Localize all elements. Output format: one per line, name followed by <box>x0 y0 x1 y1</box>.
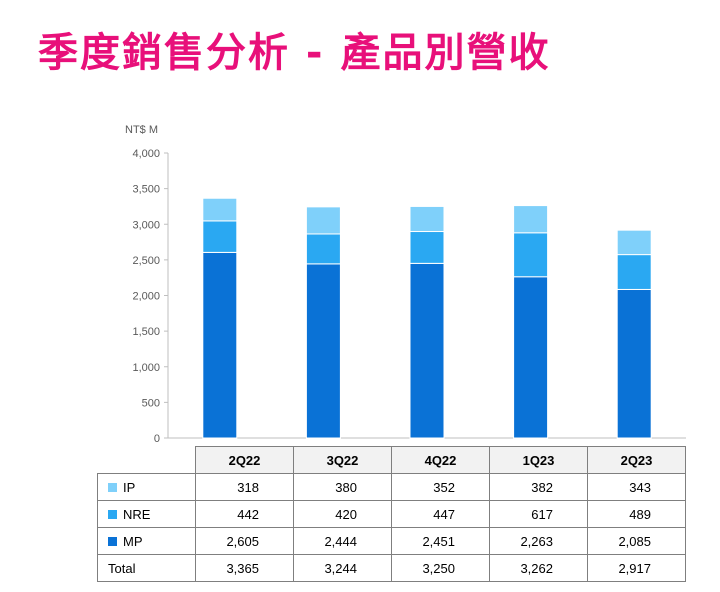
data-label: 3,365 <box>195 554 294 582</box>
table-row-mp: MP 2,605 2,444 2,451 2,263 2,085 <box>97 527 686 555</box>
data-label: 2,605 <box>195 527 294 555</box>
data-label: 489 <box>587 500 686 528</box>
bar-nre-4q22 <box>409 231 445 264</box>
column-header-1q23: 1Q23 <box>489 446 588 474</box>
data-label: 2,917 <box>587 554 686 582</box>
bar-nre-3q22 <box>305 233 341 265</box>
column-header-3q22: 3Q22 <box>293 446 392 474</box>
bar-nre-2q22 <box>202 220 238 253</box>
bar-nre-2q23 <box>616 254 652 290</box>
table-row-nre: NRE 442 420 447 617 489 <box>97 500 686 528</box>
legend-swatch <box>108 536 117 546</box>
data-label: 617 <box>489 500 588 528</box>
table-row-ip: IP 318 380 352 382 343 <box>97 473 686 501</box>
data-label: 352 <box>391 473 490 501</box>
row-label: NRE <box>97 500 196 528</box>
bar-ip-2q22 <box>202 197 238 222</box>
y-tick-label: 0 <box>154 433 160 445</box>
y-tick-label: 3,000 <box>132 219 160 231</box>
bar-ip-1q23 <box>513 205 549 234</box>
legend-label: Total <box>108 560 136 576</box>
bar-nre-1q23 <box>513 232 549 278</box>
bar-mp-4q22 <box>409 262 445 439</box>
column-header-2q23: 2Q23 <box>587 446 686 474</box>
y-tick-label: 4,000 <box>132 148 160 160</box>
column-header-4q22: 4Q22 <box>391 446 490 474</box>
table-row-total: Total 3,365 3,244 3,250 3,262 2,917 <box>97 554 686 582</box>
data-label: 2,451 <box>391 527 490 555</box>
data-label: 382 <box>489 473 588 501</box>
bar-mp-2q22 <box>202 251 238 439</box>
bar-mp-3q22 <box>305 263 341 439</box>
y-tick-label: 1,000 <box>132 362 160 374</box>
y-tick-label: 2,000 <box>132 291 160 303</box>
page-title: 季度銷售分析 - 產品別營收 <box>38 30 551 76</box>
data-label: 2,085 <box>587 527 686 555</box>
legend-label: NRE <box>123 506 151 522</box>
legend-label: IP <box>123 479 136 495</box>
data-label: 442 <box>195 500 294 528</box>
data-label: 3,262 <box>489 554 588 582</box>
legend-swatch <box>108 509 117 519</box>
bar-ip-4q22 <box>409 205 445 233</box>
data-label: 3,244 <box>293 554 392 582</box>
table-header-row: 2Q22 3Q22 4Q22 1Q23 2Q23 <box>97 446 686 474</box>
data-label: 2,263 <box>489 527 588 555</box>
data-label: 380 <box>293 473 392 501</box>
stacked-bar-chart: NT$ M 0 500 1,000 1,500 2,000 2,500 3,000 3,500 4… <box>125 124 686 445</box>
bar-ip-2q23 <box>616 229 652 256</box>
row-label: IP <box>97 473 196 501</box>
bar-ip-3q22 <box>305 206 341 235</box>
unit-label: NT$ M <box>125 124 158 136</box>
y-tick-label: 3,500 <box>132 184 160 196</box>
y-tick-label: 500 <box>142 397 160 409</box>
table-corner-cell <box>97 446 196 474</box>
legend-swatch <box>108 482 117 492</box>
row-label: Total <box>97 554 196 582</box>
column-header-2q22: 2Q22 <box>195 446 294 474</box>
row-label: MP <box>97 527 196 555</box>
y-tick-label: 2,500 <box>132 255 160 267</box>
legend-label: MP <box>123 533 143 549</box>
data-label: 318 <box>195 473 294 501</box>
bar-mp-1q23 <box>513 276 549 439</box>
data-table: 2Q22 3Q22 4Q22 1Q23 2Q23 IP 318 380 352 382 343 NR… <box>97 446 686 582</box>
bar-mp-2q23 <box>616 288 652 439</box>
data-label: 3,250 <box>391 554 490 582</box>
data-label: 420 <box>293 500 392 528</box>
data-label: 447 <box>391 500 490 528</box>
data-label: 343 <box>587 473 686 501</box>
y-tick-label: 1,500 <box>132 326 160 338</box>
data-label: 2,444 <box>293 527 392 555</box>
